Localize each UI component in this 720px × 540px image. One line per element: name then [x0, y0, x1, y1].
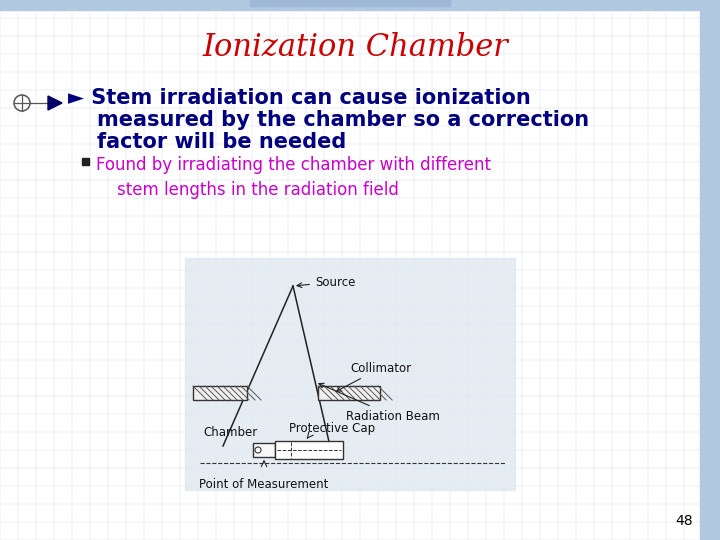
Text: 48: 48	[675, 514, 693, 528]
Bar	[275, 441, 343, 459]
Bar	[700, 0, 720, 540]
Bar	[185, 258, 515, 490]
Text: Source: Source	[297, 275, 356, 288]
Bar	[82, 158, 89, 165]
Text: Point of Measurement: Point of Measurement	[199, 478, 328, 491]
Bar	[250, 0, 450, 6]
Text: Protective Cap: Protective Cap	[289, 422, 375, 435]
Text: measured by the chamber so a correction: measured by the chamber so a correction	[68, 110, 589, 130]
Bar	[253, 443, 275, 457]
Polygon shape	[48, 96, 62, 110]
Text: Radiation Beam: Radiation Beam	[319, 383, 440, 422]
Text: Found by irradiating the chamber with different
    stem lengths in the radiatio: Found by irradiating the chamber with di…	[96, 156, 491, 199]
Text: Collimator: Collimator	[337, 361, 411, 391]
Bar	[193, 386, 247, 400]
Circle shape	[255, 447, 261, 453]
Text: ► Stem irradiation can cause ionization: ► Stem irradiation can cause ionization	[68, 88, 531, 108]
Text: factor will be needed: factor will be needed	[68, 132, 346, 152]
Text: Chamber: Chamber	[203, 426, 257, 439]
Bar	[0, 0, 720, 10]
Text: Ionization Chamber: Ionization Chamber	[202, 32, 508, 64]
Bar	[318, 386, 380, 400]
